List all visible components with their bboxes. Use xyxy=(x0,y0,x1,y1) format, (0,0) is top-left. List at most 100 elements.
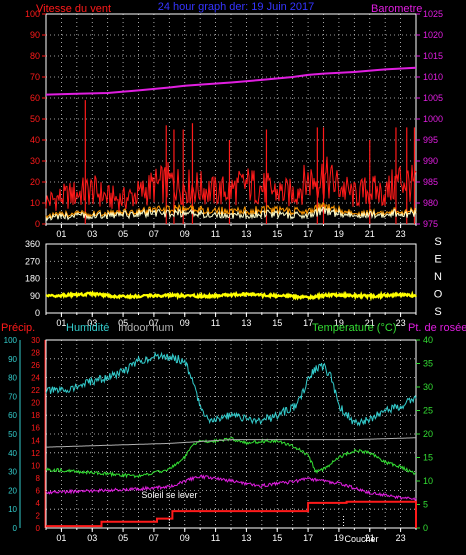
barometer-tick-label: 1020 xyxy=(423,30,443,40)
wind-line xyxy=(45,206,417,222)
wind-barometer-series xyxy=(45,66,417,224)
temperature-tick-label: 10 xyxy=(423,476,433,486)
temperature-humidity-panel: Précip. Humidité Indoor hum Temperature … xyxy=(1,322,466,544)
temperature-ticks: 0 5 10 15 20 25 30 35 40 xyxy=(416,335,433,533)
humidity-axis-title: Humidité xyxy=(66,322,109,334)
precip-tick-label: 0 xyxy=(36,524,41,533)
temperature-tick-label: 5 xyxy=(423,500,428,510)
wind-speed-tick-label: 90 xyxy=(30,30,40,40)
indoor-hum-label: Indoor hum xyxy=(118,322,174,334)
humidity-tick-label: 20 xyxy=(8,486,17,495)
barometer-tick-label: 1025 xyxy=(423,9,443,19)
precip-tick-label: 10 xyxy=(31,461,40,470)
x-tick-label: 15 xyxy=(272,318,282,328)
temperature-tick-label: 15 xyxy=(423,453,433,463)
compass-letter: O xyxy=(434,289,443,301)
humidity-line xyxy=(45,351,417,427)
precip-tick-label: 30 xyxy=(31,336,40,345)
barometer-tick-label: 1005 xyxy=(423,93,443,103)
temperature-tick-label: 30 xyxy=(423,382,433,392)
x-tick-label: 19 xyxy=(334,533,344,543)
precip-tick-label: 6 xyxy=(36,486,41,495)
temp-x-ticks: 01 03 05 07 09 11 13 15 17 19 21 23 xyxy=(45,528,417,543)
gust-line xyxy=(45,156,417,212)
compass-letter: N xyxy=(434,271,442,283)
temperature-tick-label: 40 xyxy=(423,335,433,345)
x-tick-label: 03 xyxy=(87,229,97,239)
x-tick-label: 21 xyxy=(365,229,375,239)
precip-axis-title: Précip. xyxy=(1,322,35,334)
wind-speed-ticks: 0 10 20 30 40 50 60 70 80 90 100 xyxy=(25,9,46,229)
x-tick-label: 23 xyxy=(396,318,406,328)
barometer-tick-label: 1010 xyxy=(423,72,443,82)
barometer-tick-label: 1000 xyxy=(423,114,443,124)
x-tick-label: 17 xyxy=(303,533,313,543)
barometer-tick-label: 975 xyxy=(423,219,438,229)
wind-speed-tick-label: 40 xyxy=(30,135,40,145)
x-tick-label: 15 xyxy=(272,533,282,543)
temperature-tick-label: 0 xyxy=(423,523,428,533)
x-tick-label: 01 xyxy=(56,229,66,239)
dewpoint-axis-title: Pt. de rosée xyxy=(408,322,466,334)
barometer-tick-label: 1015 xyxy=(423,51,443,61)
direction-ticks: 0 90 180 270 360 xyxy=(25,239,40,318)
x-tick-label: 03 xyxy=(87,533,97,543)
temp-humidity-series xyxy=(45,351,417,528)
barometer-line xyxy=(45,66,417,96)
wind-speed-tick-label: 60 xyxy=(30,93,40,103)
humidity-ticks: 0 10 20 30 40 50 60 70 80 90 100 xyxy=(4,336,21,533)
x-tick-label: 17 xyxy=(303,318,313,328)
wind-speed-tick-label: 10 xyxy=(30,198,40,208)
humidity-tick-label: 100 xyxy=(4,336,18,345)
temperature-line xyxy=(45,436,417,479)
humidity-tick-label: 10 xyxy=(8,505,17,514)
wind-x-ticks: 01 03 05 07 09 11 13 15 17 19 21 23 xyxy=(45,224,417,239)
x-tick-label: 11 xyxy=(211,318,220,328)
x-tick-label: 09 xyxy=(180,229,190,239)
humidity-tick-label: 40 xyxy=(8,449,17,458)
humidity-tick-label: 60 xyxy=(8,411,17,420)
x-tick-label: 01 xyxy=(56,533,66,543)
x-tick-label: 19 xyxy=(334,318,344,328)
precip-tick-label: 20 xyxy=(31,399,40,408)
x-tick-label: 17 xyxy=(303,229,313,239)
precip-tick-label: 8 xyxy=(36,474,41,483)
direction-x-ticks: 01 03 05 07 09 11 13 15 17 19 21 23 xyxy=(45,313,417,328)
humidity-tick-label: 80 xyxy=(8,374,17,383)
x-tick-label: 09 xyxy=(180,318,190,328)
x-tick-label: 19 xyxy=(334,229,344,239)
wind-speed-axis-title: Vitesse du vent xyxy=(36,3,111,15)
humidity-tick-label: 70 xyxy=(8,392,17,401)
humidity-tick-label: 0 xyxy=(13,524,18,533)
wind-speed-tick-label: 80 xyxy=(30,51,40,61)
x-tick-label: 05 xyxy=(118,533,128,543)
barometer-tick-label: 995 xyxy=(423,135,438,145)
x-tick-label: 07 xyxy=(149,318,159,328)
direction-tick-label: 360 xyxy=(25,239,40,249)
precip-tick-label: 12 xyxy=(31,449,40,458)
barometer-tick-label: 980 xyxy=(423,198,438,208)
x-tick-label: 01 xyxy=(56,318,66,328)
direction-series xyxy=(45,290,417,302)
wind-speed-tick-label: 50 xyxy=(30,114,40,124)
precip-tick-label: 18 xyxy=(31,411,40,420)
x-tick-label: 13 xyxy=(241,229,251,239)
wind-speed-tick-label: 100 xyxy=(25,9,40,19)
indoor-humidity-line xyxy=(45,437,416,448)
x-tick-label: 21 xyxy=(365,533,375,543)
x-tick-label: 13 xyxy=(241,318,251,328)
x-tick-label: 09 xyxy=(180,533,190,543)
x-tick-label: 03 xyxy=(87,318,97,328)
precip-tick-label: 16 xyxy=(31,424,40,433)
precip-tick-label: 4 xyxy=(36,499,41,508)
temperature-tick-label: 20 xyxy=(423,429,433,439)
direction-trace xyxy=(45,290,417,302)
dewpoint-line xyxy=(45,474,417,502)
humidity-tick-label: 50 xyxy=(8,430,17,439)
x-tick-label: 13 xyxy=(241,533,251,543)
barometer-tick-label: 990 xyxy=(423,156,438,166)
x-tick-label: 05 xyxy=(118,318,128,328)
wind-speed-tick-label: 70 xyxy=(30,72,40,82)
